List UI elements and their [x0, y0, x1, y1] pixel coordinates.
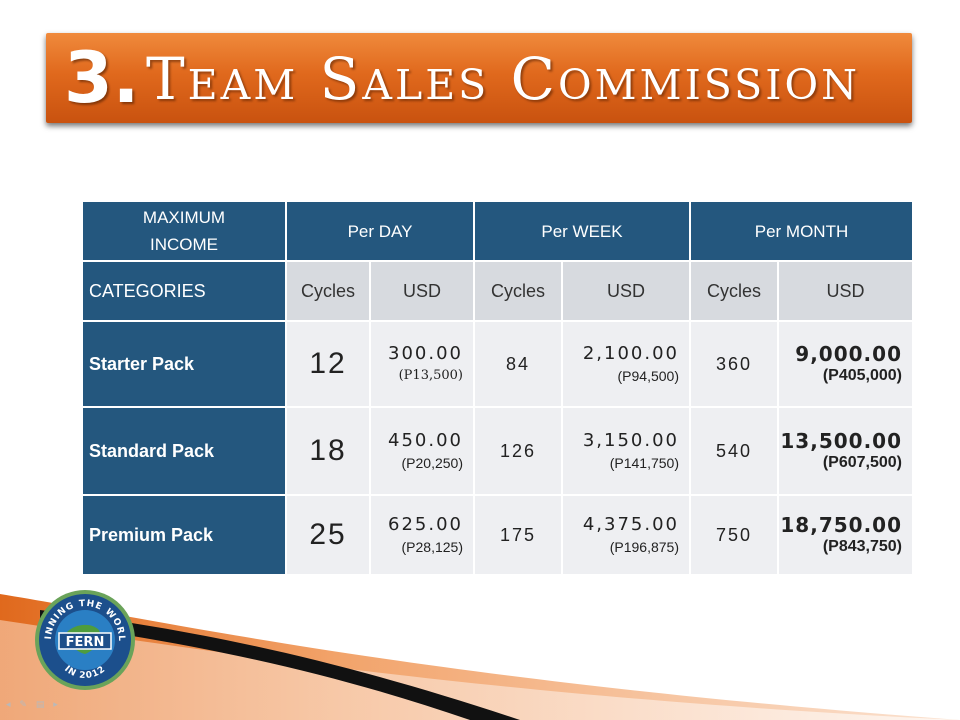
- php-value: (P13,500): [398, 368, 463, 383]
- week-cycles-cell: 175: [473, 494, 563, 576]
- logo-brand-box: [58, 632, 112, 650]
- title-number: 3.: [64, 37, 140, 119]
- usd-value: 625.00: [388, 514, 463, 535]
- subheader-cell: Cycles: [285, 260, 371, 322]
- usd-value: 9,000.00: [795, 342, 902, 366]
- subheader-cell: USD: [561, 260, 691, 322]
- title-banner: 3. Team Sales Commission: [46, 33, 912, 123]
- usd-value: 4,375.00: [582, 514, 679, 535]
- week-cycles-cell: 126: [473, 406, 563, 496]
- day-usd-cell: 300.00 (P13,500): [369, 320, 475, 408]
- fern-logo: FERN WINNING THE WORLD IN 2012: [33, 588, 135, 690]
- month-cycles-cell: 360: [689, 320, 779, 408]
- usd-value: 3,150.00: [582, 430, 679, 451]
- week-usd-cell: 3,150.00 (P141,750): [561, 406, 691, 496]
- subheader-cell: USD: [777, 260, 914, 322]
- pen-icon[interactable]: ✎: [19, 700, 30, 710]
- table-header-row: MAXIMUM INCOME Per DAY Per WEEK Per MONT…: [81, 200, 914, 262]
- day-cycles-cell: 18: [285, 406, 371, 496]
- day-cycles-cell: 12: [285, 320, 371, 408]
- usd-value: 2,100.00: [582, 343, 679, 364]
- subheader-cell: USD: [369, 260, 475, 322]
- page-title: Team Sales Commission: [146, 45, 860, 113]
- month-cycles-cell: 750: [689, 494, 779, 576]
- categories-label: CATEGORIES: [81, 260, 287, 322]
- commission-table: MAXIMUM INCOME Per DAY Per WEEK Per MONT…: [81, 200, 914, 576]
- day-usd-cell: 625.00 (P28,125): [369, 494, 475, 576]
- php-value: (P20,250): [401, 455, 463, 471]
- period-header-day: Per DAY: [285, 200, 475, 262]
- week-cycles-cell: 84: [473, 320, 563, 408]
- php-value: (P94,500): [617, 368, 679, 384]
- prev-slide-icon[interactable]: ◂: [6, 700, 14, 710]
- bottom-swoosh-decoration: [0, 594, 960, 720]
- menu-icon[interactable]: ▤: [35, 700, 48, 710]
- table-row: Premium Pack 25 625.00 (P28,125) 175 4,3…: [81, 494, 914, 576]
- month-usd-cell: 9,000.00 (P405,000): [777, 320, 914, 408]
- week-usd-cell: 4,375.00 (P196,875): [561, 494, 691, 576]
- row-name: Standard Pack: [81, 406, 287, 496]
- day-cycles-cell: 25: [285, 494, 371, 576]
- month-cycles-cell: 540: [689, 406, 779, 496]
- day-usd-cell: 450.00 (P20,250): [369, 406, 475, 496]
- usd-value: 13,500.00: [780, 429, 902, 453]
- php-value: (P28,125): [401, 539, 463, 555]
- period-header-week: Per WEEK: [473, 200, 691, 262]
- usd-value: 450.00: [388, 430, 463, 451]
- row-name: Starter Pack: [81, 320, 287, 408]
- week-usd-cell: 2,100.00 (P94,500): [561, 320, 691, 408]
- php-value: (P141,750): [609, 455, 679, 471]
- month-usd-cell: 18,750.00 (P843,750): [777, 494, 914, 576]
- table-row: Standard Pack 18 450.00 (P20,250) 126 3,…: [81, 406, 914, 496]
- period-header-month: Per MONTH: [689, 200, 914, 262]
- subheader-cell: Cycles: [473, 260, 563, 322]
- subheader-cell: Cycles: [689, 260, 779, 322]
- table-subheader-row: CATEGORIES Cycles USD Cycles USD Cycles …: [81, 260, 914, 322]
- next-slide-icon[interactable]: ▸: [53, 700, 61, 710]
- corner-label: MAXIMUM INCOME: [81, 200, 287, 262]
- php-value: (P405,000): [822, 367, 902, 384]
- month-usd-cell: 13,500.00 (P607,500): [777, 406, 914, 496]
- usd-value: 300.00: [388, 343, 463, 364]
- php-value: (P607,500): [822, 454, 902, 471]
- slide-controls[interactable]: ◂ ✎ ▤ ▸: [6, 700, 61, 710]
- usd-value: 18,750.00: [780, 513, 902, 537]
- row-name: Premium Pack: [81, 494, 287, 576]
- logo-brand: FERN: [66, 635, 105, 650]
- table-row: Starter Pack 12 300.00 (P13,500) 84 2,10…: [81, 320, 914, 408]
- php-value: (P196,875): [609, 539, 679, 555]
- php-value: (P843,750): [822, 538, 902, 555]
